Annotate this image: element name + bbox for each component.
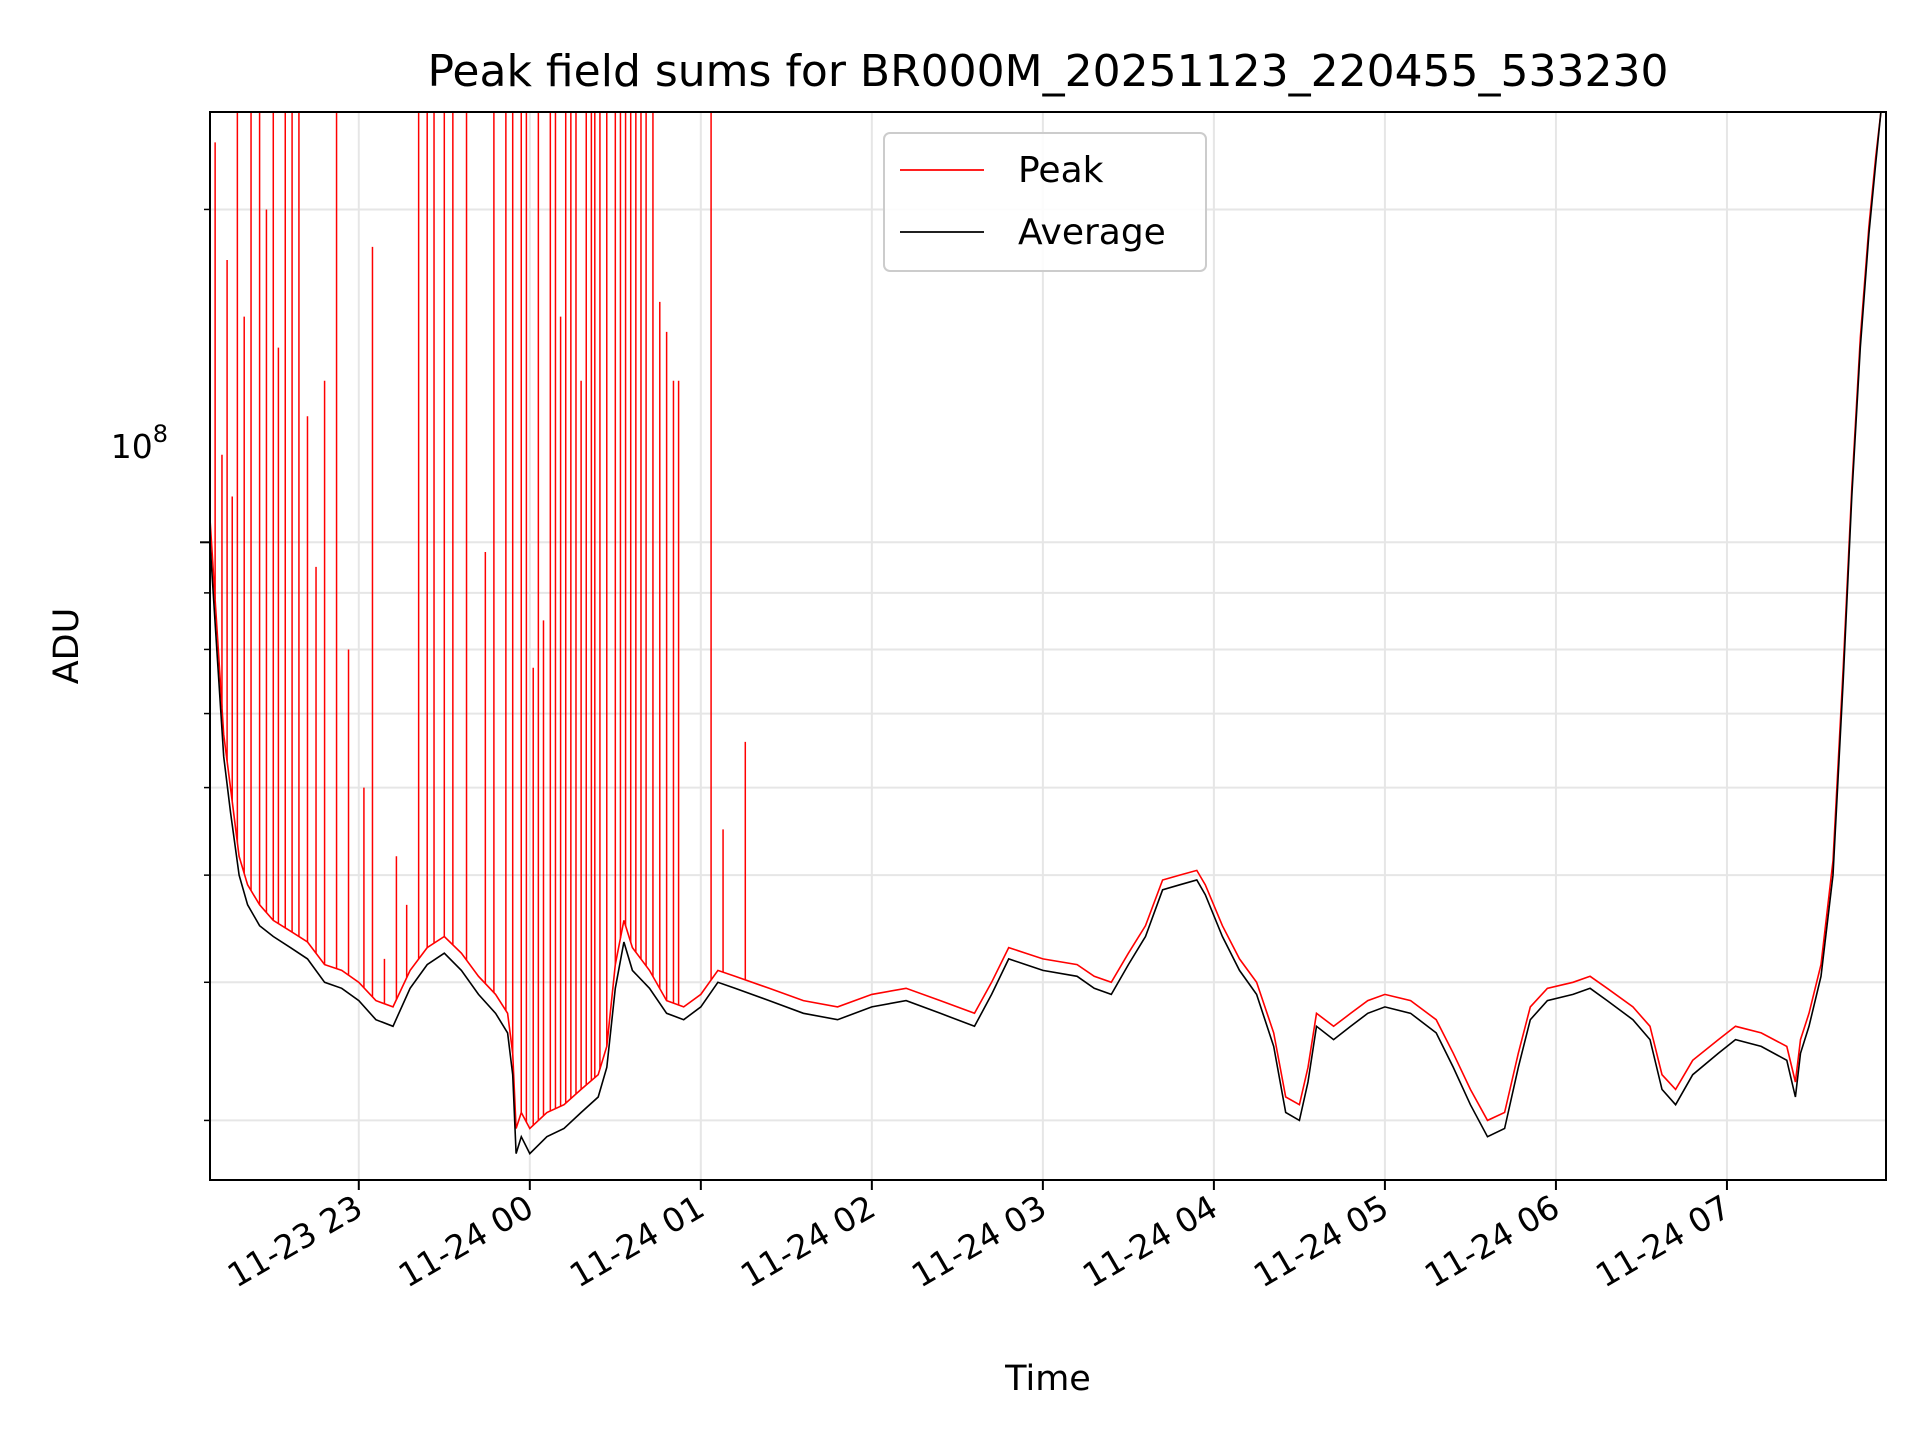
y-tick-label-1e8: 108 bbox=[111, 420, 168, 466]
plot-area bbox=[210, 112, 1882, 1155]
grid bbox=[210, 112, 1886, 1180]
plot-frame bbox=[209, 111, 1887, 1181]
chart-title: Peak field sums for BR000M_20251123_2204… bbox=[427, 46, 1668, 97]
series-line-peak bbox=[210, 112, 1882, 1130]
peak-spikes bbox=[214, 112, 747, 1126]
legend-box bbox=[883, 132, 1207, 272]
legend-label-peak: Peak bbox=[1018, 150, 1104, 191]
legend: Peak Average bbox=[883, 132, 1207, 272]
y-axis-label: ADU bbox=[47, 608, 87, 685]
series-line-average bbox=[210, 112, 1882, 1155]
legend-label-average: Average bbox=[1018, 212, 1166, 253]
x-axis-label: Time bbox=[1004, 1359, 1091, 1399]
